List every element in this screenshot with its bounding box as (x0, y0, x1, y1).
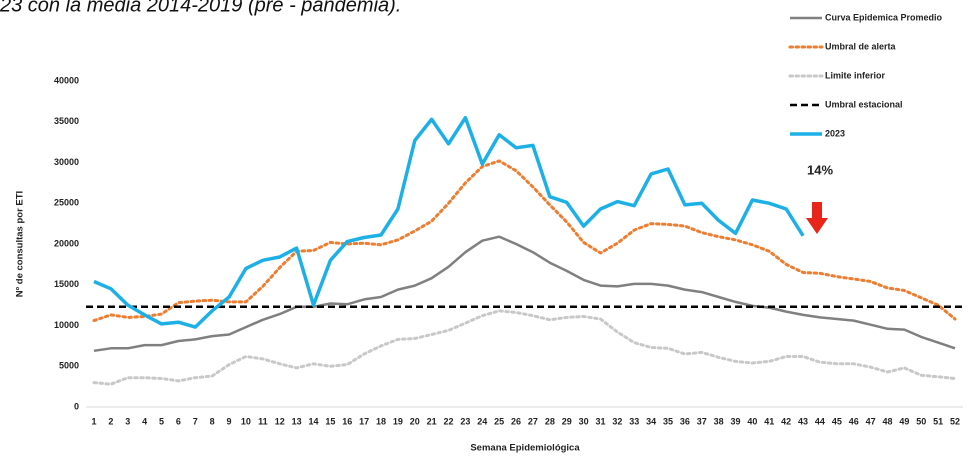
x-tick-label: 48 (882, 416, 892, 426)
x-tick-label: 27 (528, 416, 538, 426)
x-tick-label: 52 (950, 416, 960, 426)
x-tick-label: 5 (159, 416, 164, 426)
x-tick-label: 3 (125, 416, 130, 426)
x-tick-label: 34 (646, 416, 656, 426)
x-tick-label: 25 (494, 416, 504, 426)
x-tick-label: 6 (176, 416, 181, 426)
x-tick-label: 26 (511, 416, 521, 426)
x-tick-label: 24 (477, 416, 487, 426)
x-tick-label: 37 (697, 416, 707, 426)
x-tick-label: 1 (91, 416, 96, 426)
legend-label: Curva Epidemica Promedio (825, 12, 943, 22)
x-tick-label: 44 (815, 416, 825, 426)
y-tick-label: 10000 (54, 320, 79, 330)
y-tick-label: 20000 (54, 238, 79, 248)
x-tick-label: 51 (933, 416, 943, 426)
x-tick-label: 40 (747, 416, 757, 426)
legend-label: Umbral de alerta (825, 41, 897, 51)
x-tick-label: 29 (562, 416, 572, 426)
x-tick-label: 11 (258, 416, 268, 426)
x-tick-label: 16 (342, 416, 352, 426)
x-tick-label: 49 (899, 416, 909, 426)
arrow (806, 202, 828, 234)
x-tick-label: 43 (798, 416, 808, 426)
legend-label: 2023 (825, 128, 845, 138)
x-tick-label: 41 (764, 416, 774, 426)
x-tick-label: 23 (460, 416, 470, 426)
x-tick-label: 8 (210, 416, 215, 426)
y-tick-label: 40000 (54, 75, 79, 85)
x-tick-label: 15 (325, 416, 335, 426)
x-tick-label: 46 (849, 416, 859, 426)
series-line (92, 159, 957, 323)
x-tick-label: 17 (359, 416, 369, 426)
x-tick-label: 50 (916, 416, 926, 426)
series-line (93, 115, 805, 329)
annotation: 14% (807, 162, 833, 177)
x-tick-label: 47 (866, 416, 876, 426)
series-line (92, 309, 957, 386)
chart-title: 23 con la media 2014-2019 (pre - pandemi… (0, 0, 401, 16)
y-tick-label: 35000 (54, 116, 79, 126)
x-tick-label: 32 (612, 416, 622, 426)
x-axis-label: Semana Epidemiológica (470, 443, 580, 454)
x-tick-label: 36 (680, 416, 690, 426)
x-tick-label: 45 (832, 416, 842, 426)
x-tick-label: 31 (595, 416, 605, 426)
x-tick-label: 35 (663, 416, 673, 426)
y-axis-label: Nº de consultas por ETI (15, 191, 26, 297)
x-tick-label: 38 (714, 416, 724, 426)
x-tick-label: 7 (193, 416, 198, 426)
legend-label: Umbral estacional (825, 99, 903, 109)
x-tick-label: 42 (781, 416, 791, 426)
legend-label: Limite inferior (825, 70, 886, 80)
y-tick-label: 25000 (54, 198, 79, 208)
x-tick-label: 4 (142, 416, 147, 426)
x-tick-label: 22 (444, 416, 454, 426)
x-tick-label: 30 (579, 416, 589, 426)
x-tick-label: 19 (393, 416, 403, 426)
y-tick-label: 5000 (59, 361, 79, 371)
x-tick-label: 21 (427, 416, 437, 426)
x-tick-label: 20 (410, 416, 420, 426)
x-tick-label: 2 (108, 416, 113, 426)
series-line (93, 235, 956, 353)
x-tick-label: 33 (629, 416, 639, 426)
x-tick-label: 14 (308, 416, 318, 426)
y-tick-label: 15000 (54, 279, 79, 289)
y-tick-label: 30000 (54, 157, 79, 167)
x-tick-label: 13 (292, 416, 302, 426)
y-tick-label: 0 (74, 401, 79, 411)
x-tick-label: 10 (241, 416, 251, 426)
x-tick-label: 39 (731, 416, 741, 426)
x-tick-label: 12 (275, 416, 285, 426)
x-tick-label: 9 (227, 416, 232, 426)
x-tick-label: 28 (545, 416, 555, 426)
x-tick-label: 18 (376, 416, 386, 426)
